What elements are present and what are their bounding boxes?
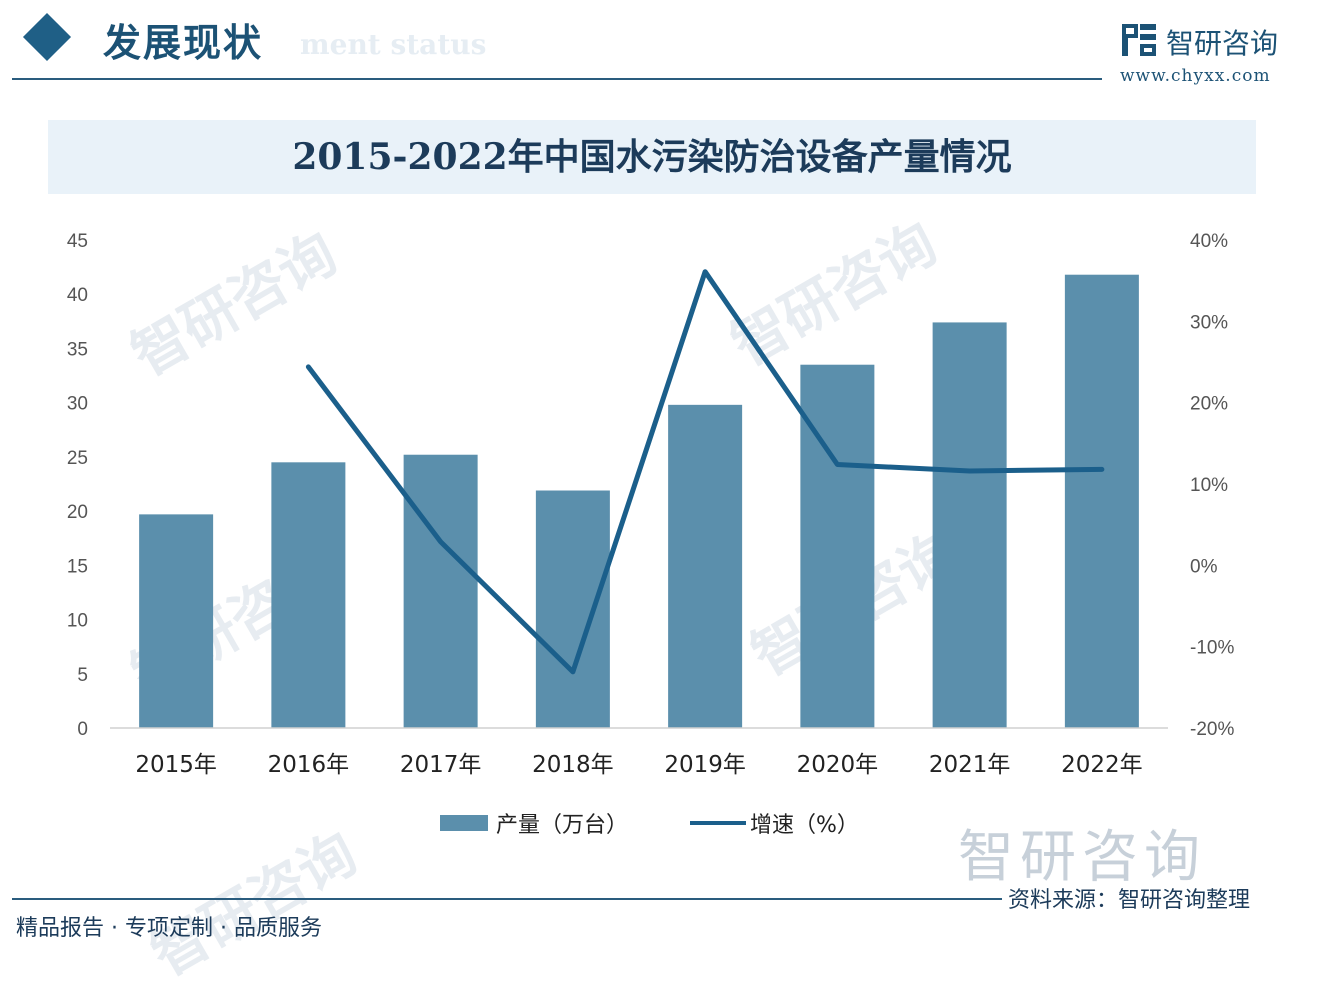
right-tick-label: 20% xyxy=(1190,394,1228,415)
brand-logo-icon xyxy=(1122,24,1156,56)
bar xyxy=(139,514,214,728)
x-tick-label: 2018年 xyxy=(532,752,614,778)
left-tick-label: 25 xyxy=(67,448,88,469)
watermark-text: 智研咨询 xyxy=(141,820,368,989)
footer-divider xyxy=(12,898,1002,900)
bar xyxy=(932,322,1007,728)
diamond-icon xyxy=(22,12,72,62)
right-tick-label: 10% xyxy=(1190,475,1228,496)
left-axis: 0 5 10 15 20 25 30 35 40 45 xyxy=(67,231,88,740)
left-tick-label: 30 xyxy=(67,394,88,415)
data-source: 资料来源：智研咨询整理 xyxy=(1008,888,1251,913)
left-tick-label: 40 xyxy=(67,285,88,306)
header-divider xyxy=(12,78,1102,80)
header: ment status 发展现状 智研咨询 www.chyxx.com xyxy=(0,0,1322,95)
bar xyxy=(800,364,875,728)
right-axis: -20% -10% 0% 10% 20% 30% 40% xyxy=(1190,231,1234,740)
bar xyxy=(271,462,346,728)
legend-swatch-bar xyxy=(440,815,488,831)
left-tick-label: 45 xyxy=(67,231,88,252)
combo-chart: 0 5 10 15 20 25 30 35 40 45 -20% -10% 0% 10% 20% 30% 40… xyxy=(67,231,1235,778)
chart-title-band: 2015-2022年中国水污染防治设备产量情况 xyxy=(48,120,1256,194)
legend-item-output: 产量（万台） xyxy=(440,806,628,840)
brand-logo: 智研咨询 www.chyxx.com xyxy=(1120,20,1310,90)
section-title-en: ment status xyxy=(300,28,487,61)
left-tick-label: 0 xyxy=(77,719,88,740)
x-tick-label: 2015年 xyxy=(135,752,217,778)
x-tick-label: 2016年 xyxy=(268,752,350,778)
legend: 产量（万台） 增速（%） xyxy=(440,806,900,840)
bar xyxy=(535,490,610,728)
x-tick-label: 2019年 xyxy=(664,752,746,778)
right-tick-label: 30% xyxy=(1190,312,1228,333)
bar-series xyxy=(139,274,1139,728)
brand-name: 智研咨询 xyxy=(1166,27,1279,60)
legend-label-growth: 增速（%） xyxy=(750,813,859,838)
brand-watermark: 智研咨询 xyxy=(958,825,1206,890)
left-tick-label: 10 xyxy=(67,611,88,632)
chart-title: 2015-2022年中国水污染防治设备产量情况 xyxy=(292,136,1012,178)
right-tick-label: -10% xyxy=(1190,638,1234,659)
bar xyxy=(403,454,478,728)
bar xyxy=(1064,274,1139,728)
x-tick-label: 2022年 xyxy=(1061,752,1143,778)
growth-line xyxy=(305,269,1105,675)
legend-label-output: 产量（万台） xyxy=(496,813,629,838)
left-tick-label: 5 xyxy=(77,665,88,686)
left-tick-label: 35 xyxy=(67,339,88,360)
x-tick-label: 2017年 xyxy=(400,752,482,778)
x-axis: 2015年 2016年 2017年 2018年 2019年 2020年 2021年 2022年 xyxy=(135,752,1142,778)
x-tick-label: 2021年 xyxy=(929,752,1011,778)
section-title: 发展现状 xyxy=(103,21,264,65)
x-tick-label: 2020年 xyxy=(797,752,879,778)
left-tick-label: 15 xyxy=(67,556,88,577)
bar xyxy=(668,404,743,728)
legend-item-growth: 增速（%） xyxy=(690,806,859,840)
brand-url: www.chyxx.com xyxy=(1120,66,1271,86)
legend-swatch-line xyxy=(690,821,746,825)
right-tick-label: 0% xyxy=(1190,556,1218,577)
right-tick-label: 40% xyxy=(1190,231,1228,252)
footer-slogan: 精品报告 · 专项定制 · 品质服务 xyxy=(16,916,322,941)
left-tick-label: 20 xyxy=(67,502,88,523)
right-tick-label: -20% xyxy=(1190,719,1234,740)
